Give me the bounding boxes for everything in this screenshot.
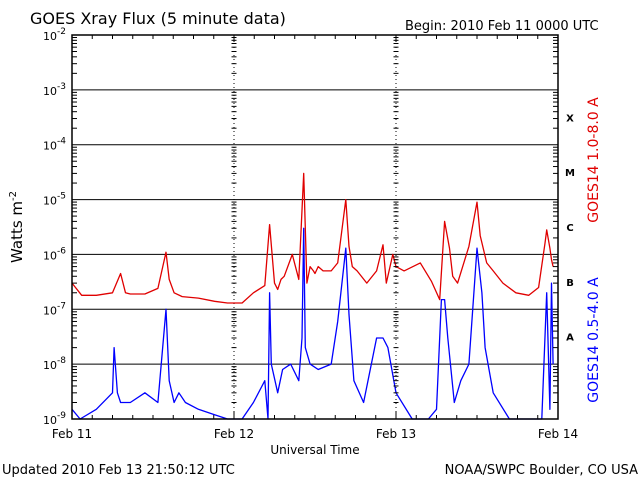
x-tick-label: Feb 14 — [538, 427, 578, 441]
y-tick-label-base: 10 — [43, 85, 57, 98]
plot-frame — [71, 34, 559, 420]
y-tick-label-base: 10 — [43, 30, 57, 43]
flare-class-label: M — [565, 168, 575, 179]
series-layer — [71, 172, 554, 420]
y-axis-label-base: Watts m — [8, 201, 26, 263]
x-tick-label: Feb 13 — [376, 427, 416, 441]
y-tick-label: 10-8 — [43, 356, 66, 372]
x-tick-label: Feb 12 — [214, 427, 254, 441]
y-tick-label-base: 10 — [43, 195, 57, 208]
flare-class-label: C — [566, 223, 573, 234]
series-line-long-channel — [71, 172, 554, 304]
flare-class-label: X — [566, 113, 574, 124]
flare-class-label: B — [566, 278, 574, 289]
y-tick-label: 10-9 — [43, 411, 66, 427]
y-tick-label-base: 10 — [43, 140, 57, 153]
y-tick-label-exp: -9 — [57, 411, 66, 421]
legend-short-channel: GOES14 0.5-4.0 A — [586, 277, 602, 403]
x-axis-label: Universal Time — [270, 443, 359, 457]
y-tick-label-base: 10 — [43, 414, 57, 427]
y-tick-label-exp: -8 — [57, 356, 66, 366]
y-tick-label-base: 10 — [43, 249, 57, 262]
y-tick-label: 10-2 — [43, 27, 66, 43]
y-tick-label: 10-4 — [43, 137, 66, 153]
chart-title: GOES Xray Flux (5 minute data) — [30, 9, 286, 28]
credit-label: NOAA/SWPC Boulder, CO USA — [445, 463, 638, 478]
updated-label: Updated 2010 Feb 13 21:50:12 UTC — [2, 463, 235, 478]
y-tick-label-exp: -7 — [57, 301, 66, 311]
series-line-short-channel — [71, 227, 554, 420]
begin-label: Begin: 2010 Feb 11 0000 UTC — [405, 19, 599, 34]
y-tick-label-exp: -3 — [57, 82, 66, 92]
grid-layer — [72, 34, 558, 420]
y-tick-label: 10-7 — [43, 301, 66, 317]
y-tick-label: 10-6 — [43, 246, 66, 262]
y-axis-label: Watts m-2 — [8, 191, 26, 263]
y-tick-label-exp: -6 — [57, 246, 66, 256]
y-tick-label-exp: -2 — [57, 27, 66, 37]
y-tick-label-base: 10 — [43, 359, 57, 372]
y-tick-label-exp: -5 — [57, 192, 66, 202]
y-axis-label-sup: -2 — [8, 191, 19, 201]
flare-class-label: A — [566, 333, 574, 344]
y-tick-label-base: 10 — [43, 304, 57, 317]
y-tick-label: 10-5 — [43, 192, 66, 208]
x-tick-label: Feb 11 — [52, 427, 92, 441]
y-tick-label: 10-3 — [43, 82, 66, 98]
y-tick-label-exp: -4 — [57, 137, 66, 147]
legend-long-channel: GOES14 1.0-8.0 A — [586, 97, 602, 223]
